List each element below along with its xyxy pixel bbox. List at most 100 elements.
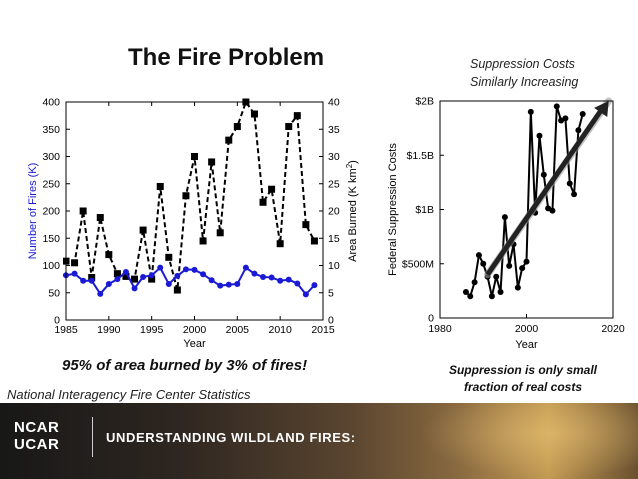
y-tick-label: 0: [428, 313, 434, 325]
cost-point: [527, 108, 534, 115]
area-burned-point: [96, 214, 104, 222]
cost-point: [488, 293, 495, 300]
fires-point: [242, 264, 249, 271]
fires-point: [131, 285, 138, 292]
area-burned-point: [105, 251, 113, 259]
fires-point: [200, 271, 207, 278]
suppression-note-line1: Suppression Costs: [470, 57, 575, 71]
x-tick-label: 2005: [226, 324, 250, 336]
footer-banner: NCAR UCAR UNDERSTANDING WILDLAND FIRES:: [0, 403, 638, 479]
area-burned-point: [250, 110, 258, 118]
x-tick-label: 1985: [54, 324, 78, 336]
y-right-tick-label: 40: [328, 97, 340, 109]
x-axis-label: Year: [183, 338, 206, 350]
area-burned-point: [310, 237, 318, 245]
trend-arrow-shaft: [485, 106, 605, 277]
area-burned-point: [259, 198, 267, 206]
y-right-axis-label: Area Burned (K km2): [345, 160, 359, 262]
logo-line-ncar: NCAR: [14, 419, 60, 436]
area-burned-point: [233, 123, 241, 131]
fires-point: [46, 271, 52, 277]
suppression-note: Suppression Costs Similarly Increasing: [470, 55, 630, 91]
area-burned-point: [182, 192, 190, 200]
y-left-tick-label: 50: [48, 287, 60, 299]
y-tick-label: $1B: [415, 204, 434, 216]
suppression-note-line2: Similarly Increasing: [470, 75, 579, 89]
x-tick-label: 2000: [183, 324, 207, 336]
cost-point: [575, 127, 582, 134]
x-tick-label: 1990: [97, 324, 121, 336]
cost-point: [501, 214, 508, 221]
fires-point: [251, 270, 258, 277]
area-burned-caption: 95% of area burned by 3% of fires!: [62, 357, 308, 374]
x-tick-label: 2000: [515, 323, 539, 335]
area-burned-point: [208, 158, 216, 166]
fires-point: [88, 277, 95, 284]
area-burned-point: [88, 273, 96, 281]
fires-point: [191, 266, 198, 273]
source-credit: National Interagency Fire Center Statist…: [7, 387, 251, 402]
area-burned-point: [191, 153, 198, 160]
y-tick-label: $500M: [402, 258, 434, 270]
cost-point: [536, 132, 543, 139]
y-tick-label: $2B: [415, 96, 434, 108]
ncar-ucar-logo: NCAR UCAR: [14, 419, 59, 453]
suppression-caption-line2: fraction of real costs: [463, 380, 583, 394]
fires-point: [217, 282, 224, 289]
cost-point: [579, 111, 586, 118]
fires-line: [63, 266, 316, 296]
y-right-tick-label: 15: [328, 233, 340, 245]
banner-title: UNDERSTANDING WILDLAND FIRES:: [106, 430, 356, 445]
suppression-caption-line1: Suppression is only small: [448, 363, 598, 377]
slide-title: The Fire Problem: [128, 44, 325, 71]
area-burned-point: [156, 182, 164, 190]
x-tick-label: 2010: [268, 324, 292, 336]
cost-point: [480, 260, 487, 267]
y-right-label-end: ): [347, 160, 359, 164]
fires-point: [174, 272, 181, 279]
fires-point: [97, 290, 104, 297]
cost-point: [523, 258, 530, 265]
y-right-tick-label: 35: [328, 124, 340, 136]
x-axis-label: Year: [515, 339, 538, 351]
area-burned-point: [173, 286, 181, 294]
area-burned-point: [79, 207, 87, 215]
y-left-tick-label: 200: [42, 206, 60, 218]
area-burned-point: [122, 272, 130, 280]
plot-frame: [65, 101, 324, 321]
fires-point: [268, 274, 275, 281]
banner-fire-photo: [420, 403, 638, 479]
y-left-axis-label: Number of Fires (K): [27, 163, 39, 260]
cost-point: [540, 171, 547, 178]
fires-point: [302, 291, 309, 298]
fires-point: [234, 281, 241, 288]
fires-point: [54, 271, 60, 277]
fires-point: [71, 270, 78, 277]
y-right-tick-label: 5: [328, 287, 334, 299]
area-burned-point: [293, 112, 301, 120]
cost-point: [553, 103, 560, 110]
fires-point: [208, 277, 215, 284]
fires-point: [157, 264, 164, 271]
fires-point: [105, 281, 112, 288]
y-left-tick-label: 350: [42, 124, 60, 136]
area-burned-point: [165, 253, 173, 261]
area-burned-point: [225, 136, 233, 144]
fires-point: [80, 277, 87, 284]
cost-point: [467, 293, 474, 300]
fires-point: [114, 276, 121, 283]
y-tick-label: $1.5B: [407, 150, 434, 162]
fires-point: [225, 281, 232, 288]
fires-area-chart: 1985 1990 1995 2000 2005 2010 2015050100150200…: [27, 97, 359, 351]
cost-point: [506, 262, 513, 269]
fires-point: [311, 282, 318, 289]
y-left-tick-label: 300: [42, 151, 60, 163]
cost-point: [519, 265, 526, 272]
fires-point: [277, 277, 284, 284]
cost-point: [571, 191, 578, 198]
fires-point: [165, 281, 172, 288]
area-burned-point: [139, 226, 147, 234]
fires-point: [148, 272, 155, 279]
trend-arrow-head: [594, 101, 609, 118]
y-left-tick-label: 400: [42, 97, 60, 109]
